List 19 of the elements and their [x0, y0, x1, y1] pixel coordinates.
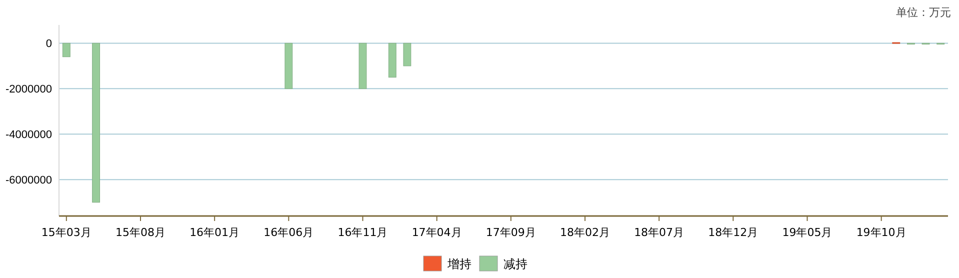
text: 单位：万元: [896, 6, 951, 19]
x-tick-label: 19年10月: [856, 226, 906, 239]
x-tick-label: 19年05月: [782, 226, 832, 239]
x-tick-label: 15年08月: [115, 226, 166, 239]
legend-label: 减持: [504, 257, 528, 271]
x-tick-label: 16年01月: [190, 226, 240, 239]
x-tick-label: 16年06月: [264, 226, 314, 239]
x-tick-label: 17年09月: [486, 226, 536, 239]
y-tick-label: 0: [46, 38, 52, 50]
y-tick-label: -6000000: [6, 174, 52, 187]
x-tick-label: 15年03月: [41, 226, 92, 239]
y-tick-label: -2000000: [6, 84, 52, 96]
y-tick-label: -4000000: [6, 129, 52, 142]
x-tick-label: 18年12月: [708, 226, 758, 239]
x-tick-label: 18年02月: [560, 226, 610, 239]
x-tick-label: 16年11月: [338, 226, 388, 239]
x-tick-label: 18年07月: [634, 226, 684, 239]
legend-label: 增持: [446, 257, 472, 271]
x-tick-label: 17年04月: [412, 226, 462, 239]
